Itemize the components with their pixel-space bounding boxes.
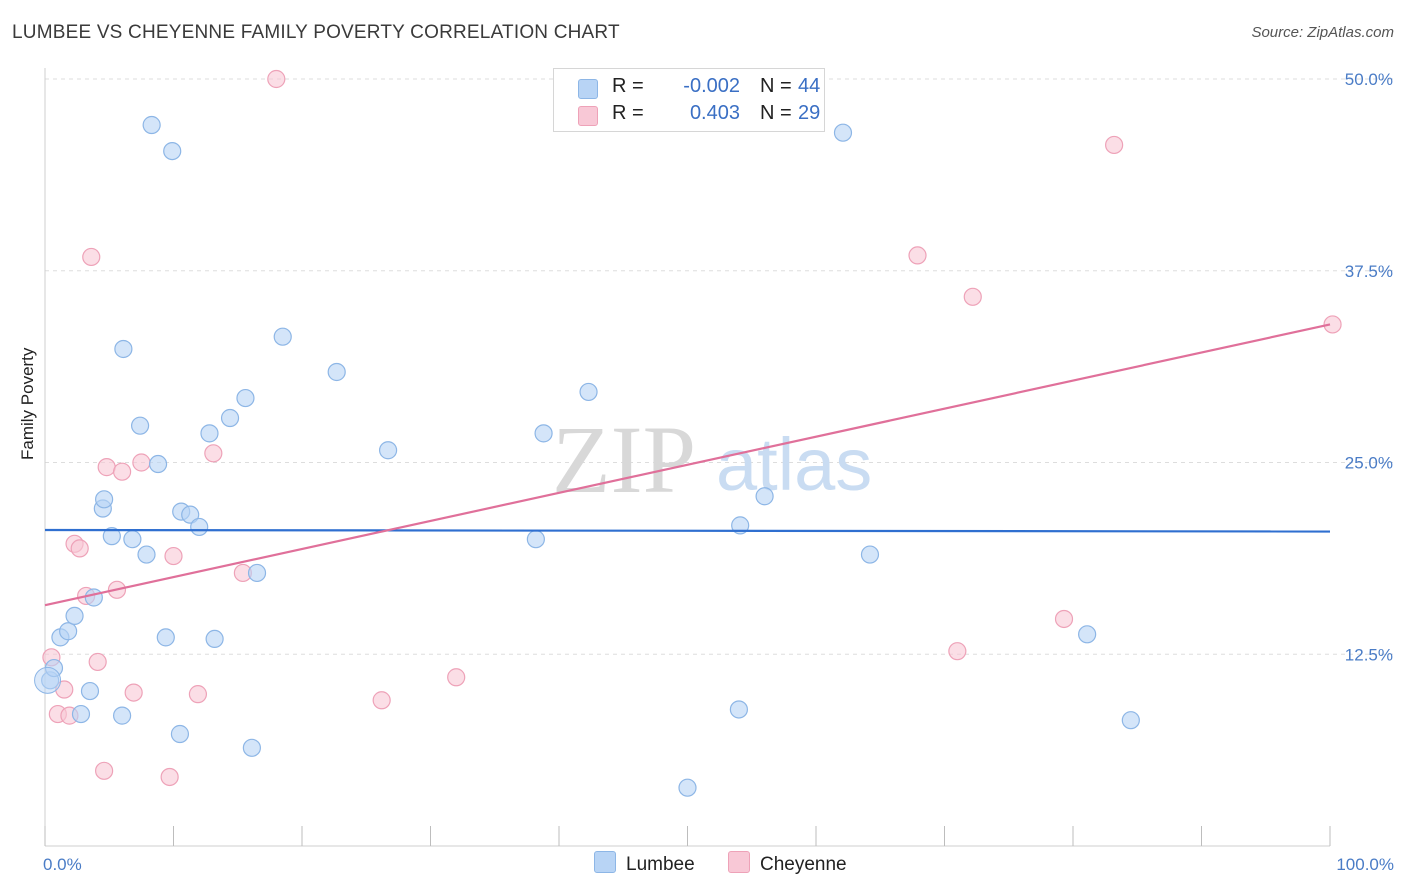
cheyenne-point: [97, 458, 116, 477]
y-tick-label: 37.5%: [1345, 262, 1393, 281]
watermark-zip: ZIP: [552, 406, 696, 513]
x-tick-label: 100.0%: [1336, 855, 1394, 874]
watermark: ZIP atlas: [552, 406, 872, 513]
legend-r-value: 0.403: [689, 102, 740, 124]
cheyenne-point: [204, 444, 223, 463]
watermark-atlas: atlas: [716, 423, 872, 506]
cheyenne-point: [160, 767, 179, 787]
legend-r-value: -0.002: [683, 75, 740, 97]
bottom-legend-swatch-cheyenne: [728, 851, 750, 873]
chart-source: Source: ZipAtlas.com: [1251, 24, 1394, 41]
lumbee-point-cluster: [34, 666, 62, 694]
cheyenne-point: [132, 453, 151, 472]
y-tick-label: 25.0%: [1345, 454, 1393, 473]
cheyenne-point: [88, 652, 107, 672]
lumbee-point: [84, 588, 103, 607]
lumbee-point: [378, 441, 398, 460]
legend-swatch-cheyenne: [578, 106, 598, 126]
cheyenne-point: [70, 539, 89, 558]
cheyenne-point: [447, 668, 466, 687]
bottom-legend-label: Lumbee: [626, 854, 695, 875]
lumbee-point: [163, 141, 182, 161]
lumbee-point: [755, 487, 774, 506]
lumbee-point: [731, 516, 750, 535]
legend-swatch-lumbee: [578, 79, 598, 99]
lumbee-point: [170, 724, 190, 744]
legend-r-label: R =: [612, 75, 644, 97]
y-tick-labels: 12.5% 25.0% 37.5% 50.0%: [1345, 70, 1393, 664]
y-tick-label: 50.0%: [1345, 70, 1393, 89]
x-tick-labels: 0.0% 100.0%: [43, 855, 1394, 874]
lumbee-point: [137, 545, 156, 564]
lumbee-point: [59, 622, 78, 641]
chart-title: LUMBEE VS CHEYENNE FAMILY POVERTY CORREL…: [12, 22, 620, 43]
legend-n-value: 29: [798, 102, 821, 124]
cheyenne-point: [908, 246, 927, 265]
legend-r-label: R =: [612, 102, 644, 124]
lumbee-point: [1121, 711, 1140, 730]
lumbee-point: [190, 517, 209, 537]
cheyenne-point: [124, 683, 143, 702]
cheyenne-point: [95, 761, 114, 780]
lumbee-point: [65, 606, 84, 626]
cheyenne-point: [164, 546, 183, 566]
bottom-legend-cheyenne: Cheyenne: [728, 851, 847, 876]
trend-lines: [44, 323, 1331, 607]
bottom-legend-label: Cheyenne: [760, 854, 847, 875]
cheyenne-points: [42, 69, 1342, 787]
cheyenne-point: [963, 287, 982, 306]
lumbee-point: [142, 115, 161, 135]
lumbee-point: [579, 382, 598, 402]
lumbee-points: [34, 115, 1140, 797]
y-axis-label: Family Poverty: [18, 347, 37, 460]
lumbee-point: [220, 408, 240, 428]
lumbee-point: [242, 738, 261, 757]
bottom-legend-swatch-lumbee: [594, 851, 616, 873]
cheyenne-point: [372, 691, 391, 710]
lumbee-point: [200, 424, 219, 443]
lumbee-point: [534, 424, 553, 443]
lumbee-point: [181, 505, 200, 524]
lumbee-point: [114, 339, 133, 359]
cheyenne-point: [1105, 135, 1124, 155]
cheyenne-point: [188, 685, 208, 704]
lumbee-point: [130, 416, 150, 435]
lumbee-point: [71, 704, 91, 724]
lumbee-point: [729, 700, 749, 719]
cheyenne-point: [1054, 609, 1074, 629]
cheyenne-point: [112, 462, 132, 481]
legend-n-label: N =: [760, 102, 792, 124]
cheyenne-point: [948, 642, 967, 661]
y-tick-label: 12.5%: [1345, 645, 1393, 664]
cheyenne-point: [1323, 315, 1342, 334]
lumbee-point: [247, 563, 267, 583]
lumbee-point: [112, 706, 132, 725]
axes: [44, 68, 1331, 847]
bottom-legend-lumbee: Lumbee: [594, 851, 695, 876]
lumbee-point: [273, 327, 292, 346]
lumbee-point: [236, 388, 255, 408]
lumbee-point: [860, 545, 880, 564]
lumbee-point: [80, 681, 100, 701]
lumbee-point: [102, 527, 121, 546]
lumbee-point: [205, 629, 224, 649]
lumbee-point: [95, 490, 114, 509]
x-tick-label: 0.0%: [43, 855, 82, 874]
cheyenne-trend-line: [44, 323, 1331, 607]
lumbee-point: [123, 530, 142, 549]
cheyenne-point: [267, 69, 286, 89]
legend-n-label: N =: [760, 75, 792, 97]
lumbee-point: [1078, 625, 1097, 644]
lumbee-point: [156, 628, 175, 647]
lumbee-point: [327, 362, 346, 382]
lumbee-point: [148, 454, 168, 474]
cheyenne-point: [82, 247, 101, 267]
lumbee-point: [833, 123, 853, 142]
lumbee-trend-line: [44, 528, 1331, 533]
lumbee-point: [678, 778, 697, 797]
legend-n-value: 44: [798, 75, 821, 97]
lumbee-point: [526, 530, 545, 549]
legend: R = -0.002 N = 44 R = 0.403 N = 29: [553, 68, 825, 132]
